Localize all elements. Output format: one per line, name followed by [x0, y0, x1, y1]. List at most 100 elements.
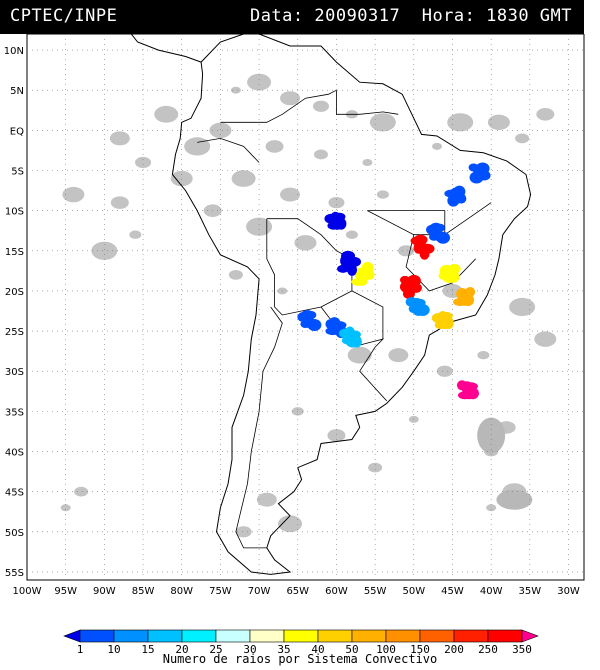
colorbar-tick-label: 50	[345, 643, 358, 656]
latitude-tick-label: 45S	[5, 488, 24, 499]
cloud-patch	[60, 504, 71, 512]
cloud-patch	[265, 140, 284, 153]
convective-system	[438, 263, 461, 283]
convective-system	[338, 326, 362, 348]
longitude-tick-label: 30W	[557, 586, 580, 597]
longitude-tick-label: 60W	[325, 586, 348, 597]
cloud-patch	[347, 346, 372, 364]
colorbar-segment	[487, 629, 523, 643]
longitude-tick-label: 65W	[286, 586, 309, 597]
longitude-tick-label: 45W	[441, 586, 464, 597]
colorbar-tick-label: 150	[410, 643, 430, 656]
cloud-patch	[376, 190, 389, 199]
cloud-patch	[477, 350, 490, 360]
colorbar-segment	[147, 629, 183, 643]
cloud-patch	[509, 297, 536, 317]
title-bar: CPTEC/INPE Data: 20090317 Hora: 1830 GMT	[0, 0, 584, 34]
cloud-patch	[184, 137, 211, 156]
colorbar-segment	[453, 629, 489, 643]
latitude-tick-label: 20S	[5, 287, 24, 298]
political-border	[336, 90, 399, 115]
cloud-patch	[432, 142, 443, 150]
colorbar-segment	[181, 629, 217, 643]
latitude-tick-label: 10N	[4, 46, 24, 57]
longitude-tick-label: 75W	[209, 586, 232, 597]
convective-system	[297, 310, 322, 332]
colorbar-tick-label: 40	[311, 643, 324, 656]
cloud-patch	[398, 245, 415, 257]
longitude-tick-label: 85W	[132, 586, 155, 597]
colorbar-tick-label: 10	[107, 643, 120, 656]
colorbar-tick-label: 25	[209, 643, 222, 656]
political-border	[220, 89, 337, 123]
map-plot-area: 10N5NEQ5S10S15S20S25S30S35S40S45S50S55S …	[4, 34, 585, 597]
coastline	[171, 34, 532, 575]
cloud-patch	[362, 158, 373, 166]
latitude-tick-label: 15S	[5, 247, 24, 258]
colorbar-title: Numero de raios por Sistema Convectivo	[162, 652, 438, 666]
cloud-patch	[486, 504, 497, 512]
colorbar-tick-label: 20	[175, 643, 188, 656]
cloud-patch	[129, 230, 142, 239]
cloud-patch	[280, 187, 301, 202]
cloud-patch	[62, 186, 85, 203]
latitude-tick-label: 40S	[5, 448, 24, 459]
cloud-patch	[536, 107, 555, 121]
latitude-tick-label: 35S	[5, 407, 24, 418]
cloud-patch	[154, 105, 179, 123]
colorbar-tick-label: 35	[277, 643, 290, 656]
political-border	[444, 202, 492, 236]
political-border	[197, 137, 260, 163]
cloud-patch	[436, 365, 453, 377]
colorbar-segment	[419, 629, 455, 643]
colorbar-tick-label: 1	[77, 643, 84, 656]
cloud-patch	[496, 489, 533, 510]
lightning-map: 10N5NEQ5S10S15S20S25S30S35S40S45S50S55S …	[4, 34, 585, 656]
cloud-patch	[345, 230, 358, 239]
cloud-patch	[209, 122, 232, 139]
cloud-patch	[230, 86, 241, 94]
latitude-tick-label: 50S	[5, 528, 24, 539]
convective-system	[405, 297, 430, 316]
colorbar-segment	[113, 629, 149, 643]
cloud-patch	[228, 269, 243, 280]
cloud-patch	[278, 515, 303, 533]
cloud-patch	[91, 241, 118, 260]
cloud-patch	[109, 131, 130, 146]
cloud-patch	[368, 462, 383, 473]
colorbar-segment	[317, 629, 353, 643]
colorbar-tick-label: 100	[376, 643, 396, 656]
central-america-coast	[130, 34, 202, 63]
colorbar-tick-label: 200	[444, 643, 464, 656]
convective-system	[444, 185, 467, 207]
convective-system	[456, 380, 479, 400]
cloud-patch	[312, 100, 329, 112]
colorbar-left-tip	[63, 629, 81, 643]
lat-lon-grid	[27, 34, 584, 580]
political-border	[367, 210, 446, 236]
longitude-tick-label: 50W	[402, 586, 425, 597]
datetime-label: Data: 20090317 Hora: 1830 GMT	[249, 6, 572, 26]
colorbar-segment	[351, 629, 387, 643]
latitude-tick-label: 25S	[5, 327, 24, 338]
cloud-patch	[294, 235, 317, 251]
longitude-tick-label: 35W	[519, 586, 542, 597]
convective-system	[399, 274, 422, 299]
cloud-patch	[534, 331, 557, 347]
convective-system	[351, 261, 375, 286]
cloud-patch	[110, 196, 129, 209]
longitude-tick-label: 100W	[13, 586, 42, 597]
latitude-tick-label: 5S	[11, 167, 24, 178]
latitude-tick-label: 10S	[5, 207, 24, 218]
longitude-tick-label: 95W	[54, 586, 77, 597]
colorbar-segment	[79, 629, 115, 643]
cloud-patch	[74, 486, 89, 497]
colorbar-tick-label: 250	[478, 643, 498, 656]
colorbar-segment	[283, 629, 319, 643]
latitude-tick-label: 5N	[10, 86, 24, 97]
political-border	[405, 234, 476, 292]
latitude-tick-label: EQ	[10, 126, 24, 137]
colorbar-segment	[385, 629, 421, 643]
cloud-patch	[515, 133, 530, 144]
cloud-patch	[477, 417, 506, 454]
